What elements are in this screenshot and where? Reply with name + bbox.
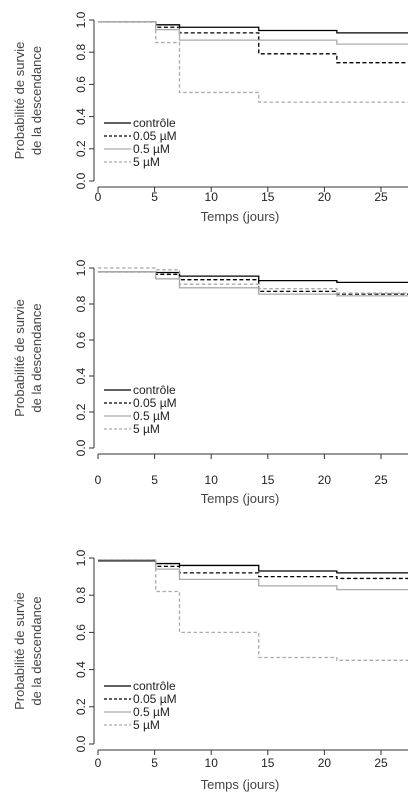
legend-label: 0.05 µM bbox=[133, 129, 177, 143]
y-tick-label: 0.2 bbox=[74, 403, 88, 420]
x-tick-label: 5 bbox=[151, 756, 158, 770]
legend-label: contrôle bbox=[133, 116, 176, 130]
x-tick-label: 20 bbox=[318, 190, 332, 204]
series-line bbox=[98, 560, 408, 580]
legend-label: contrôle bbox=[133, 679, 176, 693]
series-line bbox=[98, 270, 408, 284]
y-tick-label: 1.0 bbox=[74, 11, 88, 28]
x-tick-label: 0 bbox=[95, 190, 102, 204]
x-tick-label: 20 bbox=[318, 756, 332, 770]
legend-label: contrôle bbox=[133, 383, 176, 397]
y-axis-title-line: de la descendance bbox=[29, 596, 44, 705]
series-line bbox=[98, 20, 408, 103]
y-tick-label: 0.6 bbox=[74, 76, 88, 93]
series-line bbox=[98, 559, 408, 591]
x-tick-label: 10 bbox=[205, 473, 219, 487]
legend-label: 5 µM bbox=[133, 422, 160, 436]
y-tick-label: 0.0 bbox=[74, 735, 88, 752]
y-tick-label: 0.6 bbox=[74, 331, 88, 348]
chart-panel-1: 0.0 0.2 0.4 0.6 0.8 1.0 0 5 10 15 20 25 Temps (jours… bbox=[12, 11, 408, 224]
x-tick-label: 10 bbox=[205, 190, 219, 204]
y-tick-label: 0.4 bbox=[74, 661, 88, 678]
y-tick-label: 0.8 bbox=[74, 44, 88, 61]
y-tick-label: 1.0 bbox=[74, 549, 88, 566]
x-axis-title: Temps (jours) bbox=[201, 209, 280, 224]
x-axis-title: Temps (jours) bbox=[201, 777, 280, 792]
legend-label: 0.5 µM bbox=[133, 142, 170, 156]
y-tick-label: 0.0 bbox=[74, 172, 88, 189]
chart-panel-2: 0.0 0.2 0.4 0.6 0.8 1.0 0 5 10 15 20 25 Temps (jours… bbox=[12, 259, 408, 506]
legend-label: 5 µM bbox=[133, 155, 160, 169]
x-tick-label: 25 bbox=[374, 473, 388, 487]
legend-label: 0.05 µM bbox=[133, 396, 177, 410]
x-axis-title: Temps (jours) bbox=[201, 491, 280, 506]
y-tick-label: 0.8 bbox=[74, 587, 88, 604]
x-tick-label: 0 bbox=[95, 473, 102, 487]
x-tick-label: 15 bbox=[261, 190, 275, 204]
y-tick-label: 1.0 bbox=[74, 259, 88, 276]
y-axis-title-line: de la descendance bbox=[29, 46, 44, 155]
y-tick-label: 0.2 bbox=[74, 140, 88, 157]
x-tick-label: 0 bbox=[95, 756, 102, 770]
x-tick-label: 20 bbox=[318, 473, 332, 487]
y-axis-title-line: Probabilité de survie bbox=[12, 592, 27, 710]
x-tick-label: 5 bbox=[151, 190, 158, 204]
series-line bbox=[98, 559, 408, 661]
legend-label: 5 µM bbox=[133, 718, 160, 732]
y-tick-label: 0.2 bbox=[74, 698, 88, 715]
y-axis-title-line: Probabilité de survie bbox=[12, 299, 27, 417]
x-tick-label: 25 bbox=[374, 756, 388, 770]
series-line bbox=[98, 20, 408, 34]
y-tick-label: 0.0 bbox=[74, 439, 88, 456]
legend-label: 0.5 µM bbox=[133, 705, 170, 719]
x-tick-label: 25 bbox=[374, 190, 388, 204]
x-tick-label: 15 bbox=[261, 756, 275, 770]
x-tick-label: 10 bbox=[205, 756, 219, 770]
y-axis-title-line: de la descendance bbox=[29, 303, 44, 412]
y-axis-title-line: Probabilité de survie bbox=[12, 42, 27, 160]
x-tick-label: 5 bbox=[151, 473, 158, 487]
series-line bbox=[98, 270, 408, 297]
y-tick-label: 0.8 bbox=[74, 295, 88, 312]
y-tick-label: 0.6 bbox=[74, 624, 88, 641]
x-tick-label: 15 bbox=[261, 473, 275, 487]
series-line bbox=[98, 560, 408, 574]
chart-panel-3: 0.0 0.2 0.4 0.6 0.8 1.0 0 5 10 15 20 25 Temps (jours… bbox=[12, 549, 408, 792]
legend-label: 0.05 µM bbox=[133, 692, 177, 706]
y-tick-label: 0.4 bbox=[74, 367, 88, 384]
y-tick-label: 0.4 bbox=[74, 108, 88, 125]
legend-label: 0.5 µM bbox=[133, 409, 170, 423]
